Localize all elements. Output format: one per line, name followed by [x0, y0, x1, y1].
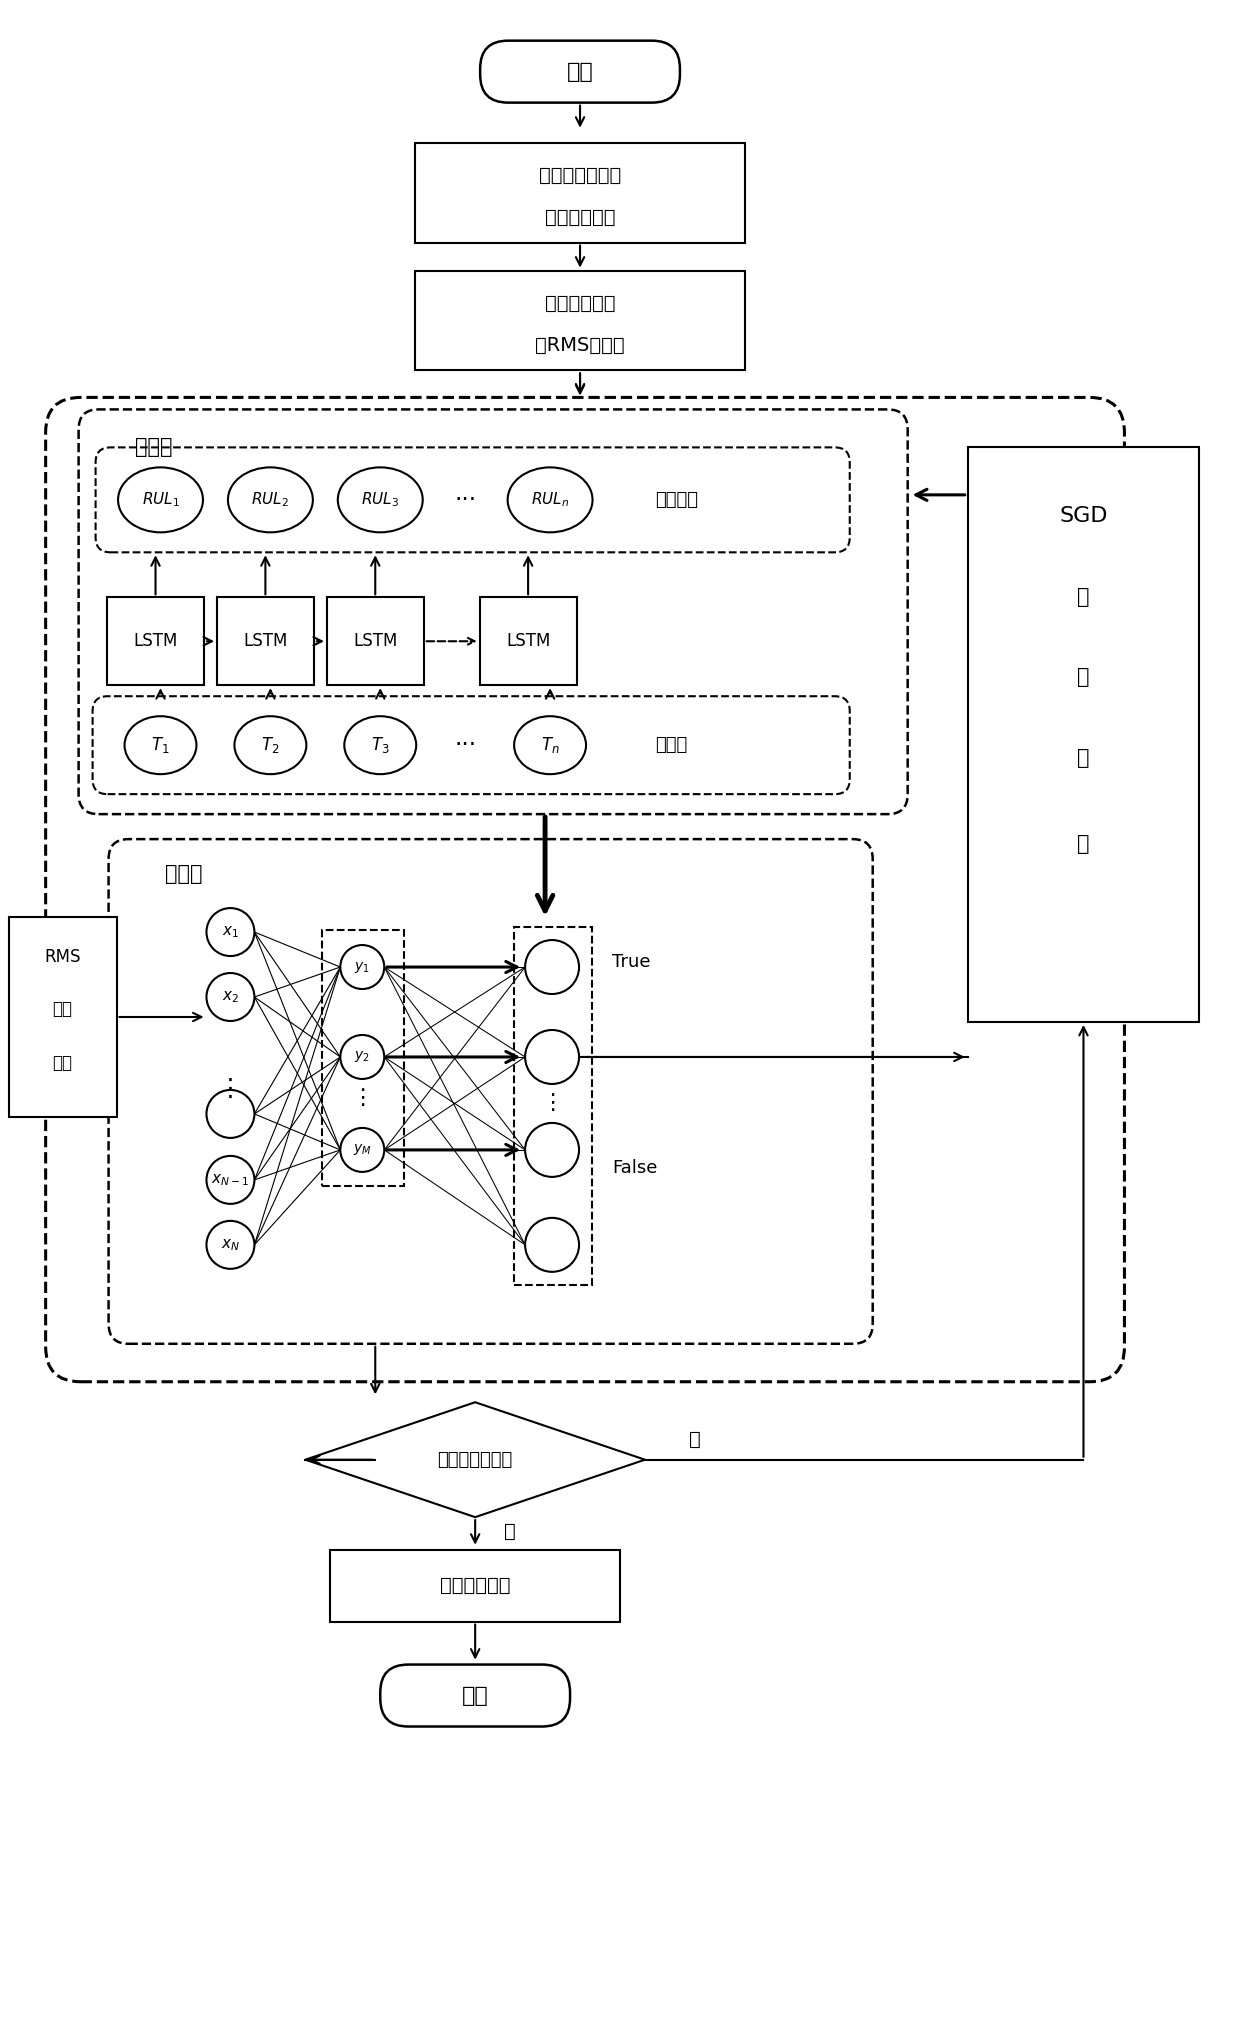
Text: RMS: RMS	[45, 949, 81, 965]
Text: 化: 化	[1078, 666, 1090, 687]
Text: $y_1$: $y_1$	[355, 959, 371, 975]
Text: LSTM: LSTM	[134, 632, 177, 650]
Ellipse shape	[124, 715, 196, 774]
Ellipse shape	[234, 715, 306, 774]
FancyBboxPatch shape	[415, 142, 745, 242]
Text: （RMS特征）: （RMS特征）	[536, 335, 625, 356]
Text: 法: 法	[1078, 833, 1090, 853]
Circle shape	[340, 1128, 384, 1172]
Text: 特征参数获取: 特征参数获取	[544, 295, 615, 313]
FancyBboxPatch shape	[480, 597, 577, 685]
Text: 算: 算	[1078, 748, 1090, 768]
Text: 原始振动数据: 原始振动数据	[544, 207, 615, 228]
Circle shape	[207, 973, 254, 1020]
Text: 参数: 参数	[52, 1055, 73, 1073]
Ellipse shape	[345, 715, 417, 774]
Text: ⋮: ⋮	[351, 1089, 373, 1107]
Text: $T_2$: $T_2$	[262, 736, 279, 756]
Text: 判别器: 判别器	[165, 864, 202, 884]
Text: $RUL_3$: $RUL_3$	[361, 490, 399, 510]
Circle shape	[525, 941, 579, 994]
Ellipse shape	[228, 467, 312, 532]
Text: 训练集: 训练集	[655, 736, 687, 754]
Circle shape	[340, 1034, 384, 1079]
Ellipse shape	[118, 467, 203, 532]
Text: 预测结果: 预测结果	[655, 492, 698, 508]
Text: ···: ···	[454, 488, 476, 512]
Circle shape	[207, 1221, 254, 1268]
Text: True: True	[613, 953, 651, 971]
Circle shape	[340, 945, 384, 990]
Text: $T_n$: $T_n$	[541, 736, 559, 756]
FancyBboxPatch shape	[415, 270, 745, 370]
FancyBboxPatch shape	[480, 41, 680, 104]
Text: $x_{N-1}$: $x_{N-1}$	[211, 1172, 249, 1189]
Circle shape	[525, 1217, 579, 1272]
Ellipse shape	[337, 467, 423, 532]
Text: LSTM: LSTM	[243, 632, 288, 650]
FancyBboxPatch shape	[107, 597, 203, 685]
Circle shape	[207, 908, 254, 955]
Text: 损失满足精度？: 损失满足精度？	[438, 1451, 513, 1469]
Text: False: False	[613, 1158, 657, 1177]
Text: 否: 否	[689, 1431, 701, 1449]
Text: LSTM: LSTM	[506, 632, 551, 650]
Text: SGD: SGD	[1059, 506, 1107, 526]
Text: ···: ···	[454, 734, 476, 758]
FancyBboxPatch shape	[967, 447, 1199, 1022]
Text: $RUL_2$: $RUL_2$	[252, 490, 289, 510]
Text: $T_1$: $T_1$	[151, 736, 170, 756]
Text: $x_N$: $x_N$	[221, 1237, 241, 1252]
Text: $y_2$: $y_2$	[355, 1049, 371, 1065]
FancyBboxPatch shape	[9, 916, 117, 1118]
Text: 优: 优	[1078, 587, 1090, 608]
Text: ⋮: ⋮	[541, 1093, 563, 1114]
Text: 结束: 结束	[461, 1685, 489, 1705]
FancyBboxPatch shape	[381, 1664, 570, 1727]
Circle shape	[207, 1156, 254, 1203]
Circle shape	[525, 1124, 579, 1177]
Text: 特征: 特征	[52, 1000, 73, 1018]
Text: 生成器: 生成器	[135, 437, 172, 457]
Text: $T_3$: $T_3$	[371, 736, 389, 756]
Circle shape	[525, 1030, 579, 1083]
Text: 采集滚动轴承的: 采集滚动轴承的	[539, 167, 621, 185]
Text: $x_2$: $x_2$	[222, 990, 239, 1006]
FancyBboxPatch shape	[217, 597, 314, 685]
Text: $x_1$: $x_1$	[222, 925, 239, 941]
Text: $RUL_1$: $RUL_1$	[141, 490, 180, 510]
FancyBboxPatch shape	[330, 1550, 620, 1622]
Text: $y_M$: $y_M$	[353, 1142, 372, 1158]
Ellipse shape	[515, 715, 587, 774]
Text: $RUL_n$: $RUL_n$	[531, 490, 569, 510]
Text: LSTM: LSTM	[353, 632, 398, 650]
Text: 开始: 开始	[567, 61, 594, 81]
Polygon shape	[305, 1402, 645, 1518]
Text: ⋮: ⋮	[218, 1077, 243, 1101]
Circle shape	[207, 1089, 254, 1138]
Text: 是: 是	[505, 1522, 516, 1540]
Ellipse shape	[507, 467, 593, 532]
FancyBboxPatch shape	[327, 597, 424, 685]
Text: 输出预测结果: 输出预测结果	[440, 1577, 511, 1595]
